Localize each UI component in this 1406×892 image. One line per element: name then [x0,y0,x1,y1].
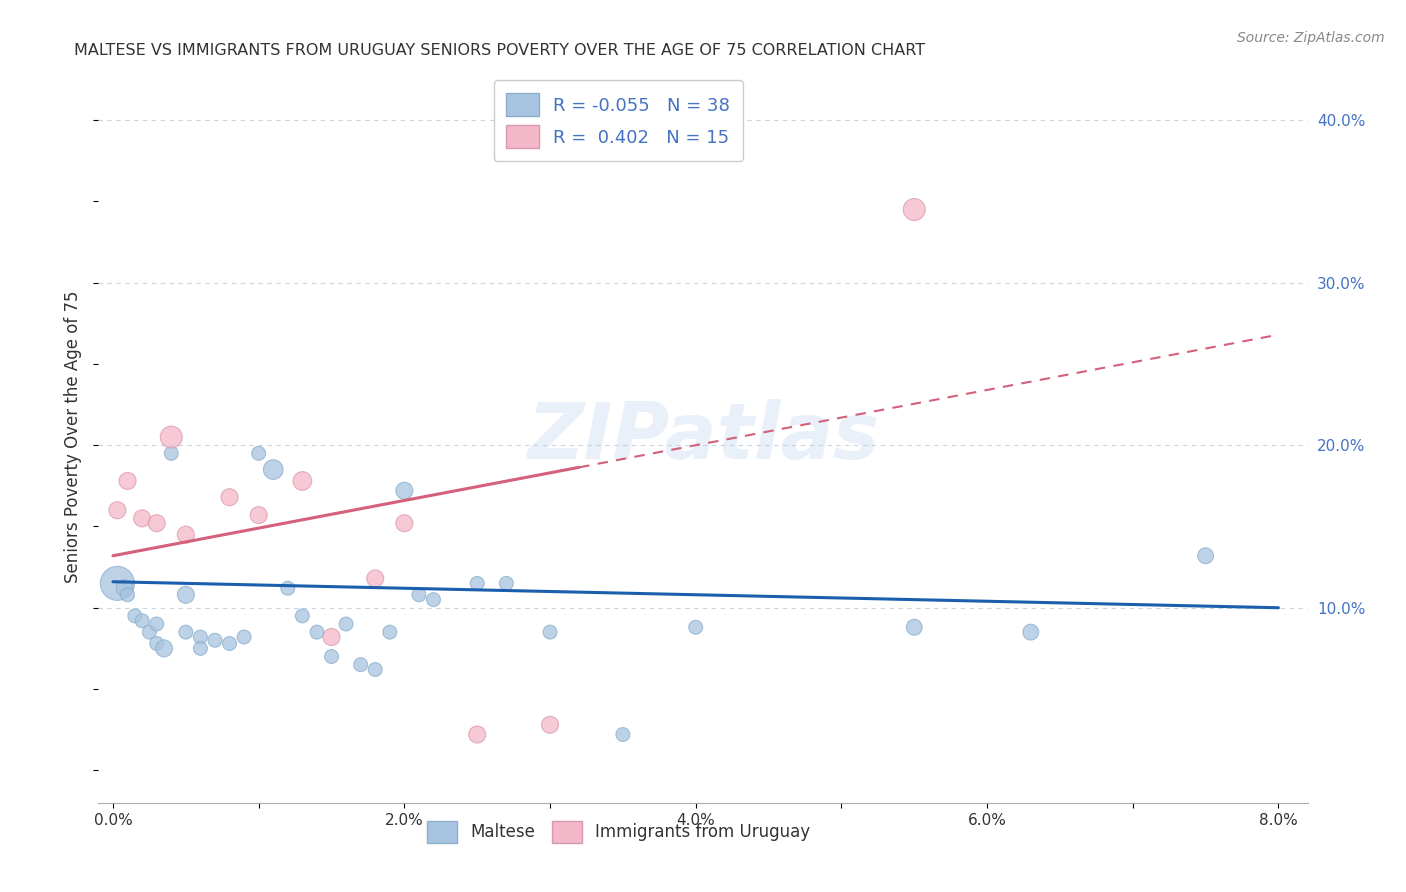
Text: MALTESE VS IMMIGRANTS FROM URUGUAY SENIORS POVERTY OVER THE AGE OF 75 CORRELATIO: MALTESE VS IMMIGRANTS FROM URUGUAY SENIO… [75,43,925,58]
Point [190,630,212,644]
Point [394,516,416,531]
Point [335,617,357,632]
Point [160,446,183,460]
Point [685,620,707,634]
Point [190,641,212,656]
Point [291,474,314,488]
Point [145,617,167,632]
Point [105,576,128,591]
Text: ZIPatlas: ZIPatlas [527,399,879,475]
Point [233,630,256,644]
Y-axis label: Seniors Poverty Over the Age of 75: Seniors Poverty Over the Age of 75 [65,291,83,583]
Point [612,727,634,741]
Point [903,202,925,217]
Point [124,608,146,623]
Point [117,588,139,602]
Point [1194,549,1216,563]
Point [465,576,488,591]
Point [277,581,299,595]
Point [364,572,387,586]
Point [538,625,561,640]
Point [145,636,167,650]
Point [247,446,270,460]
Point [204,633,226,648]
Point [153,641,176,656]
Point [131,614,153,628]
Point [408,588,430,602]
Point [538,718,561,732]
Point [174,625,197,640]
Point [174,588,197,602]
Point [465,727,488,741]
Point [350,657,373,672]
Point [131,511,153,525]
Point [422,592,444,607]
Point [291,608,314,623]
Point [117,474,139,488]
Point [903,620,925,634]
Point [247,508,270,522]
Point [218,636,240,650]
Point [1019,625,1042,640]
Point [378,625,401,640]
Legend: Maltese, Immigrants from Uruguay: Maltese, Immigrants from Uruguay [420,814,817,849]
Point [262,462,284,476]
Point [145,516,167,531]
Point [495,576,517,591]
Point [138,625,160,640]
Point [364,663,387,677]
Point [114,581,136,595]
Point [160,430,183,444]
Point [174,527,197,541]
Point [305,625,328,640]
Point [321,649,343,664]
Text: Source: ZipAtlas.com: Source: ZipAtlas.com [1237,31,1385,45]
Point [105,503,128,517]
Point [218,490,240,504]
Point [321,630,343,644]
Point [394,483,416,498]
